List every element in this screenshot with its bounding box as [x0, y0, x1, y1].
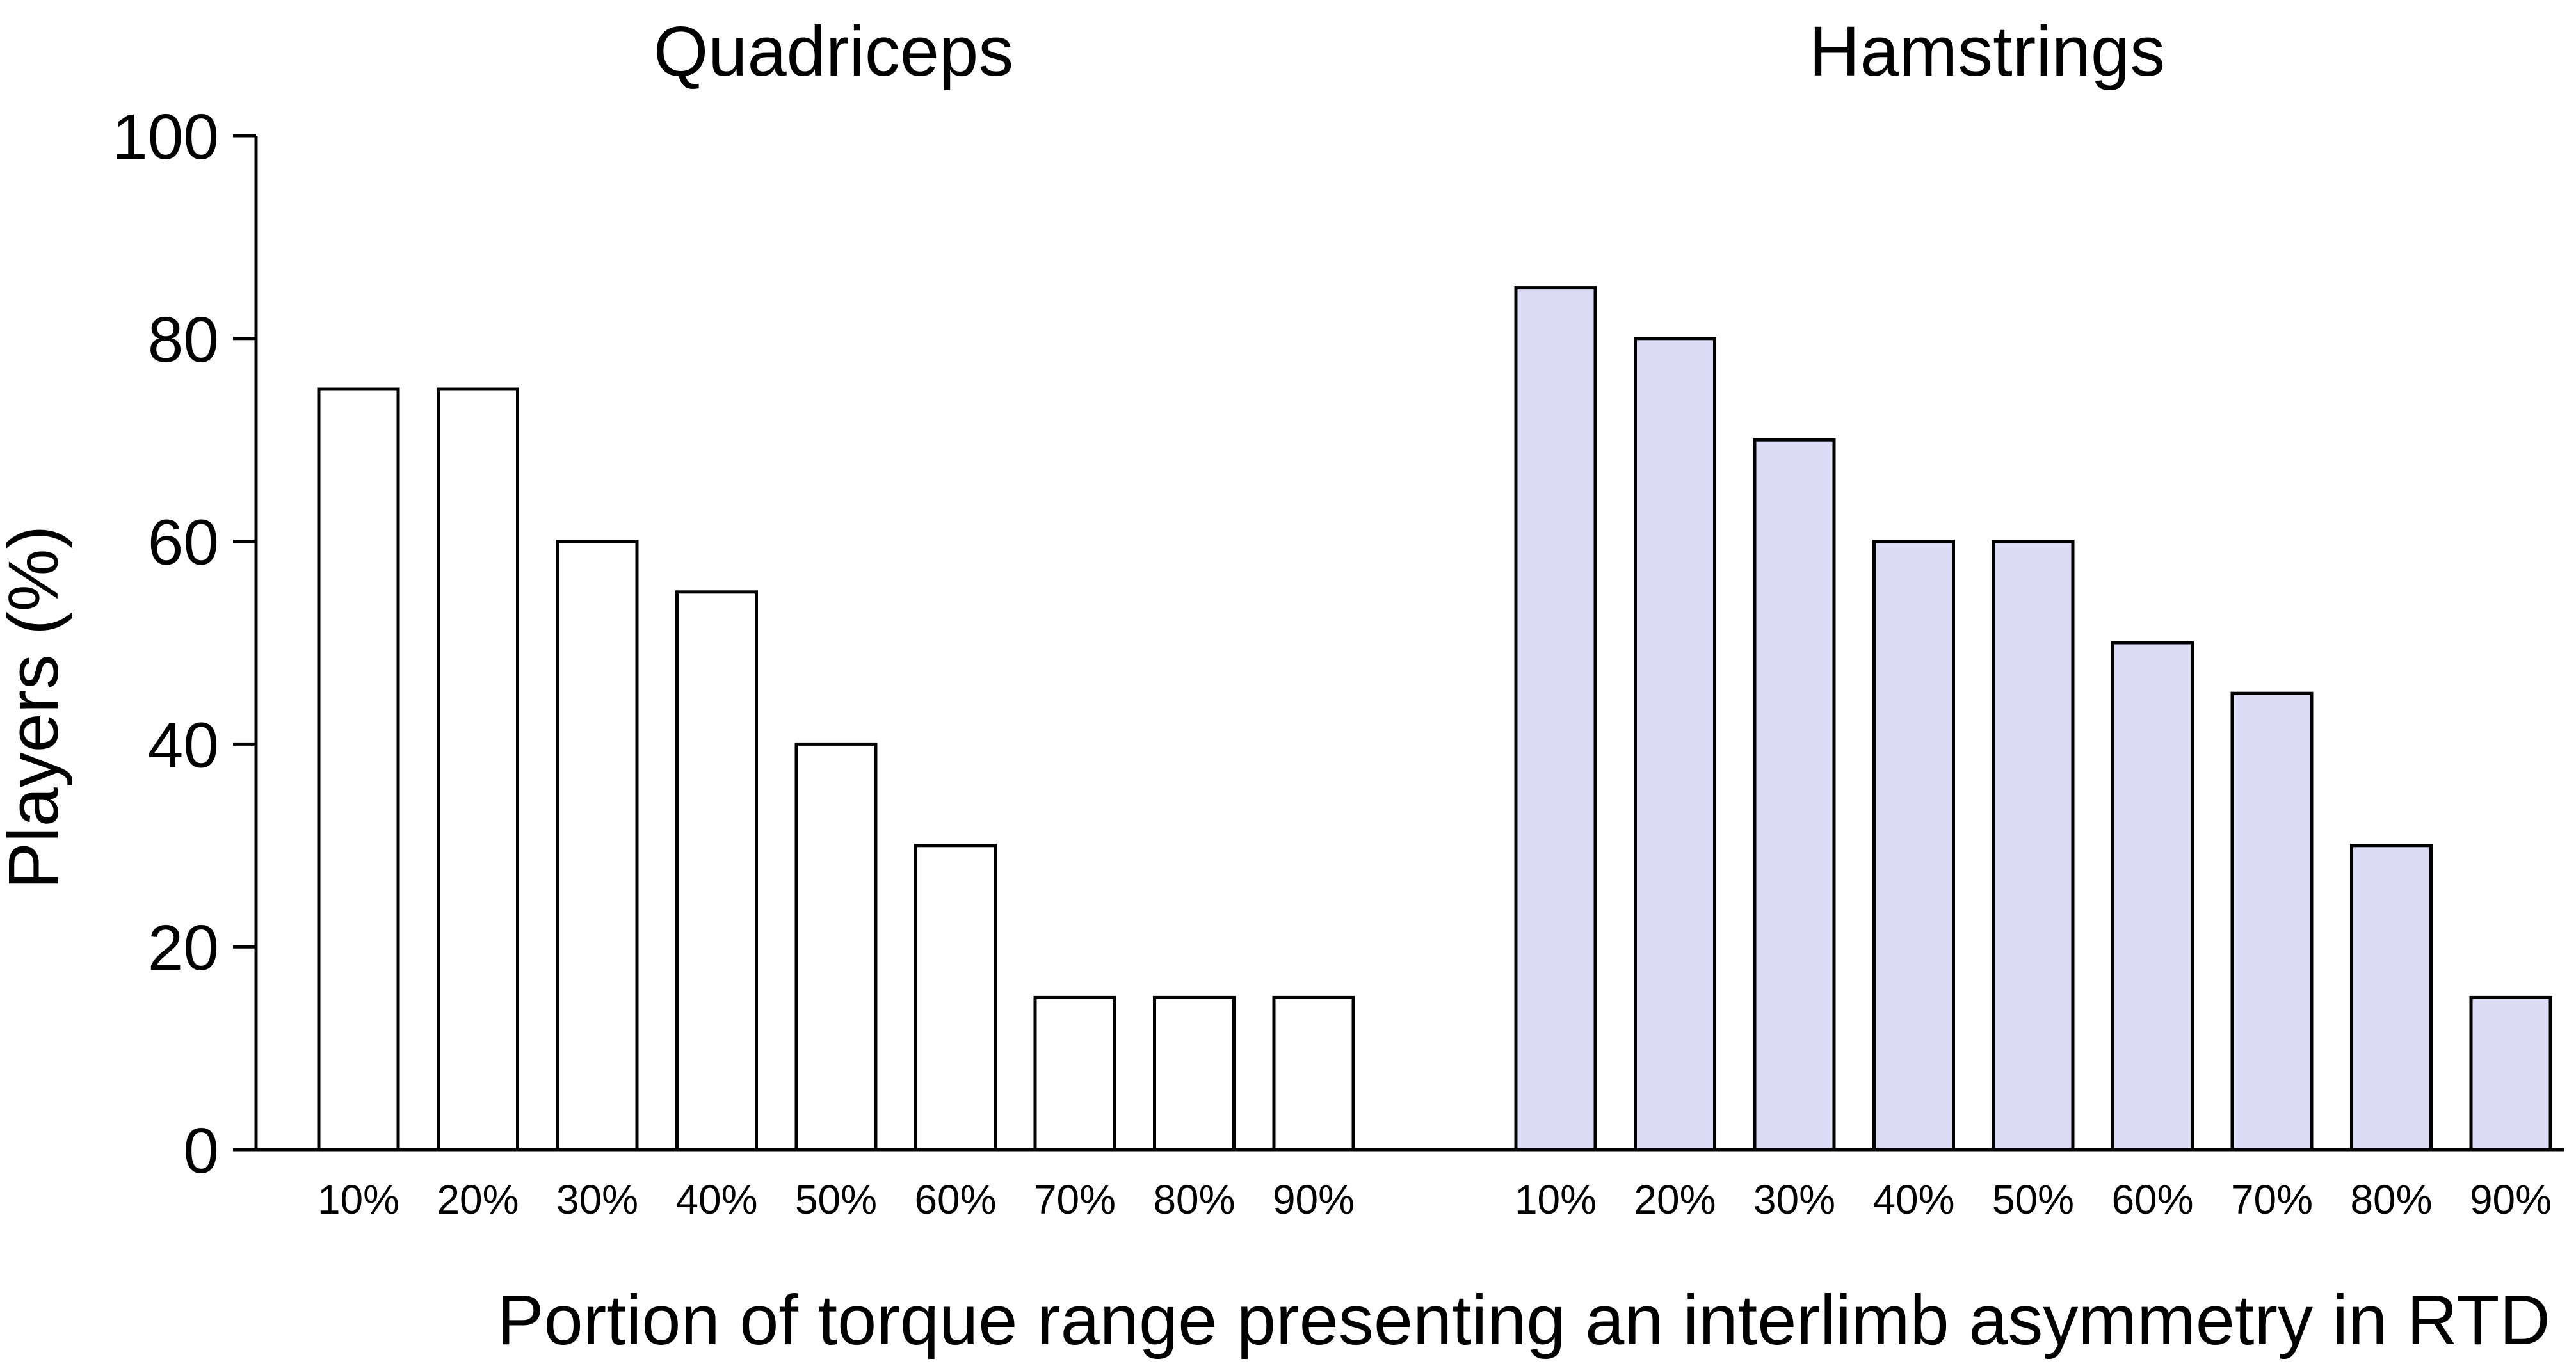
group-titles: Quadriceps Hamstrings — [654, 12, 2165, 91]
y-tick-label: 40 — [148, 709, 219, 781]
bar-quadriceps-1 — [317, 387, 400, 1152]
bar-quadriceps-8 — [1153, 995, 1236, 1152]
bar-quadriceps-6 — [914, 844, 997, 1152]
x-tick-label: 40% — [675, 1177, 757, 1223]
bars — [317, 286, 2552, 1152]
bar-quadriceps-4 — [675, 590, 758, 1152]
bar-quadriceps-7 — [1033, 995, 1116, 1152]
bar-hamstrings-3 — [1753, 438, 1836, 1152]
x-tick-label: 90% — [1273, 1177, 1355, 1223]
y-tick-label: 60 — [148, 507, 219, 579]
x-tick-label: 70% — [1034, 1177, 1116, 1223]
x-tick-label: 40% — [1872, 1177, 1954, 1223]
y-axis-label: Players (%) — [0, 526, 73, 889]
bar-quadriceps-2 — [437, 387, 519, 1152]
x-tick-label: 50% — [795, 1177, 877, 1223]
x-tick-label: 10% — [318, 1177, 399, 1223]
y-axis: 0 20 40 60 80 100 — [112, 101, 258, 1187]
bar-hamstrings-7 — [2230, 691, 2314, 1152]
x-tick-label: 20% — [1634, 1177, 1716, 1223]
x-tick-label: 20% — [437, 1177, 519, 1223]
group-title-hamstrings: Hamstrings — [1809, 12, 2165, 91]
y-tick-label: 0 — [183, 1115, 219, 1187]
x-tick-label: 80% — [2350, 1177, 2432, 1223]
bar-quadriceps-9 — [1272, 995, 1355, 1152]
x-tick-label: 70% — [2231, 1177, 2313, 1223]
bar-quadriceps-5 — [794, 742, 878, 1152]
bar-hamstrings-9 — [2469, 995, 2552, 1152]
x-tick-label: 30% — [556, 1177, 638, 1223]
y-tick-label: 20 — [148, 912, 219, 984]
bar-hamstrings-6 — [2111, 641, 2194, 1152]
y-tick-label: 100 — [112, 101, 219, 173]
x-axis: 10% 20% 30% 40% 50% 60% 70% 80% 90% 10% 20% 30% 40% 5… — [256, 1148, 2564, 1223]
x-tick-label: 80% — [1153, 1177, 1235, 1223]
bar-hamstrings-4 — [1872, 540, 1955, 1152]
x-tick-label: 60% — [914, 1177, 996, 1223]
x-tick-label: 10% — [1515, 1177, 1597, 1223]
bar-hamstrings-8 — [2350, 844, 2433, 1152]
x-axis-label: Portion of torque range presenting an in… — [497, 1281, 2550, 1360]
x-tick-label: 50% — [1992, 1177, 2074, 1223]
bar-quadriceps-3 — [556, 540, 639, 1152]
x-tick-label: 30% — [1753, 1177, 1835, 1223]
x-tick-label: 60% — [2111, 1177, 2193, 1223]
group-title-quadriceps: Quadriceps — [654, 12, 1014, 91]
y-tick-label: 80 — [148, 304, 219, 376]
bar-hamstrings-2 — [1634, 337, 1716, 1152]
x-tick-label: 90% — [2470, 1177, 2552, 1223]
bar-hamstrings-5 — [1992, 540, 2075, 1152]
bar-hamstrings-1 — [1514, 286, 1597, 1152]
